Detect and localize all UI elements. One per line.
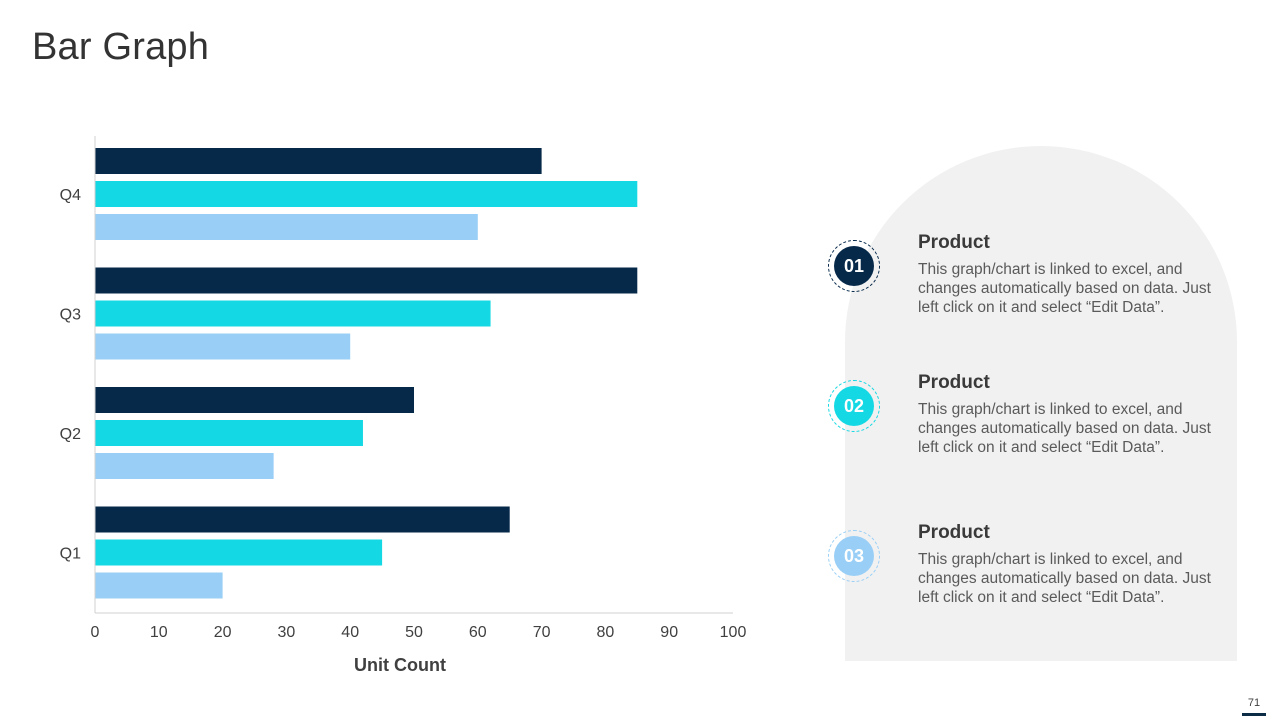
x-tick-label-10: 10 [150, 624, 168, 641]
page-number-underline [1242, 713, 1266, 716]
bar-q4-series-2 [95, 181, 638, 207]
item-body-1: This graph/chart is linked to excel, and… [918, 261, 1211, 316]
bar-q2-series-2 [95, 420, 363, 446]
item-body-3: This graph/chart is linked to excel, and… [918, 551, 1211, 606]
x-tick-label-80: 80 [597, 624, 615, 641]
x-tick-label-70: 70 [533, 624, 551, 641]
bar-q2-series-3 [95, 453, 274, 479]
slide-title: Bar Graph [32, 26, 210, 68]
x-tick-label-20: 20 [214, 624, 232, 641]
bar-q1-series-3 [95, 572, 223, 599]
y-tick-label-q4: Q4 [60, 187, 81, 204]
bar-q4-series-3 [95, 214, 478, 240]
badge-ring-1 [828, 240, 880, 292]
x-tick-label-100: 100 [720, 624, 747, 641]
info-item-2: 02 Product This graph/chart is linked to… [828, 372, 1248, 480]
bar-q4-series-1 [95, 148, 542, 174]
x-tick-label-40: 40 [341, 624, 359, 641]
bar-q3-series-3 [95, 333, 351, 360]
x-axis-title: Unit Count [354, 655, 446, 675]
x-tick-label-50: 50 [405, 624, 423, 641]
item-title-2: Product [918, 372, 990, 393]
info-item-1: 01 Product This graph/chart is linked to… [828, 232, 1248, 340]
item-title-1: Product [918, 232, 990, 253]
x-tick-label-0: 0 [91, 624, 100, 641]
badge-03: 03 [834, 536, 874, 576]
item-body-2: This graph/chart is linked to excel, and… [918, 401, 1211, 456]
x-tick-label-90: 90 [660, 624, 678, 641]
y-tick-label-q3: Q3 [60, 307, 81, 324]
info-item-3: 03 Product This graph/chart is linked to… [828, 522, 1248, 630]
bar-q3-series-1 [95, 267, 638, 294]
bar-chart[interactable]: Q1 Q2 Q3 Q4 0 10 20 30 40 50 60 70 80 90 100 Unit Count [0, 0, 800, 700]
x-tick-label-60: 60 [469, 624, 487, 641]
bar-q1-series-1 [95, 506, 510, 533]
y-tick-label-q2: Q2 [60, 426, 81, 443]
bar-q3-series-2 [95, 300, 491, 327]
badge-ring-3 [828, 530, 880, 582]
x-tick-label-30: 30 [278, 624, 296, 641]
y-tick-label-q1: Q1 [60, 546, 81, 563]
bar-q1-series-2 [95, 539, 383, 566]
page-number: 71 [1247, 697, 1261, 709]
info-panel [845, 146, 1237, 661]
badge-ring-2 [828, 380, 880, 432]
badge-01: 01 [834, 246, 874, 286]
item-title-3: Product [918, 522, 990, 543]
bar-q2-series-1 [95, 387, 414, 413]
badge-02: 02 [834, 386, 874, 426]
